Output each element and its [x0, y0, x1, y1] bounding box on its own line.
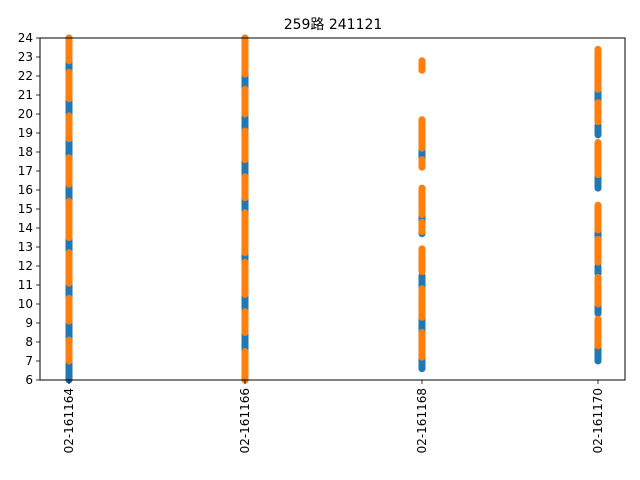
y-tick-label: 16 — [18, 183, 33, 197]
x-tick-label: 02-161166 — [238, 388, 252, 453]
y-tick-label: 19 — [18, 126, 33, 140]
x-tick-label: 02-161164 — [62, 388, 76, 453]
y-tick-label: 7 — [25, 354, 33, 368]
y-tick-label: 8 — [25, 335, 33, 349]
plot-marks — [65, 34, 602, 384]
y-tick-label: 14 — [18, 221, 33, 235]
y-tick-label: 15 — [18, 202, 33, 216]
y-tick-label: 17 — [18, 164, 33, 178]
y-tick-label: 20 — [18, 107, 33, 121]
plot-frame — [39, 37, 626, 381]
x-axis: 02-161164 02-161166 02-161168 02-161170 — [62, 380, 605, 453]
chart-title: 259路 241121 — [284, 17, 383, 33]
y-tick-label: 11 — [18, 278, 33, 292]
y-tick-label: 6 — [25, 373, 33, 387]
x-tick-label: 02-161170 — [591, 388, 605, 453]
y-tick-label: 12 — [18, 259, 33, 273]
y-axis: 6 7 8 9 10 11 12 13 14 15 16 17 18 19 20 21 22 23 24 — [18, 31, 40, 387]
y-tick-label: 10 — [18, 297, 33, 311]
y-tick-label: 24 — [18, 31, 33, 45]
y-tick-label: 18 — [18, 145, 33, 159]
y-tick-label: 13 — [18, 240, 33, 254]
x-tick-label: 02-161168 — [415, 388, 429, 453]
y-tick-label: 9 — [25, 316, 33, 330]
y-tick-label: 21 — [18, 88, 33, 102]
y-tick-label: 23 — [18, 50, 33, 64]
y-tick-label: 22 — [18, 69, 33, 83]
